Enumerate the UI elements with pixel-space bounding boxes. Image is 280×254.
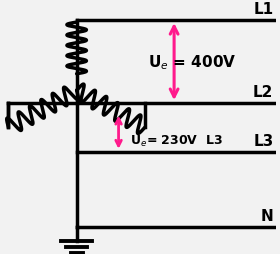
Text: N: N <box>261 208 274 223</box>
Text: U$_e$= 230V  L3: U$_e$= 230V L3 <box>130 133 223 148</box>
Text: L1: L1 <box>253 2 274 17</box>
Text: L2: L2 <box>253 85 274 100</box>
Text: L3: L3 <box>253 133 274 148</box>
Text: U$_e$ = 400V: U$_e$ = 400V <box>148 53 236 72</box>
